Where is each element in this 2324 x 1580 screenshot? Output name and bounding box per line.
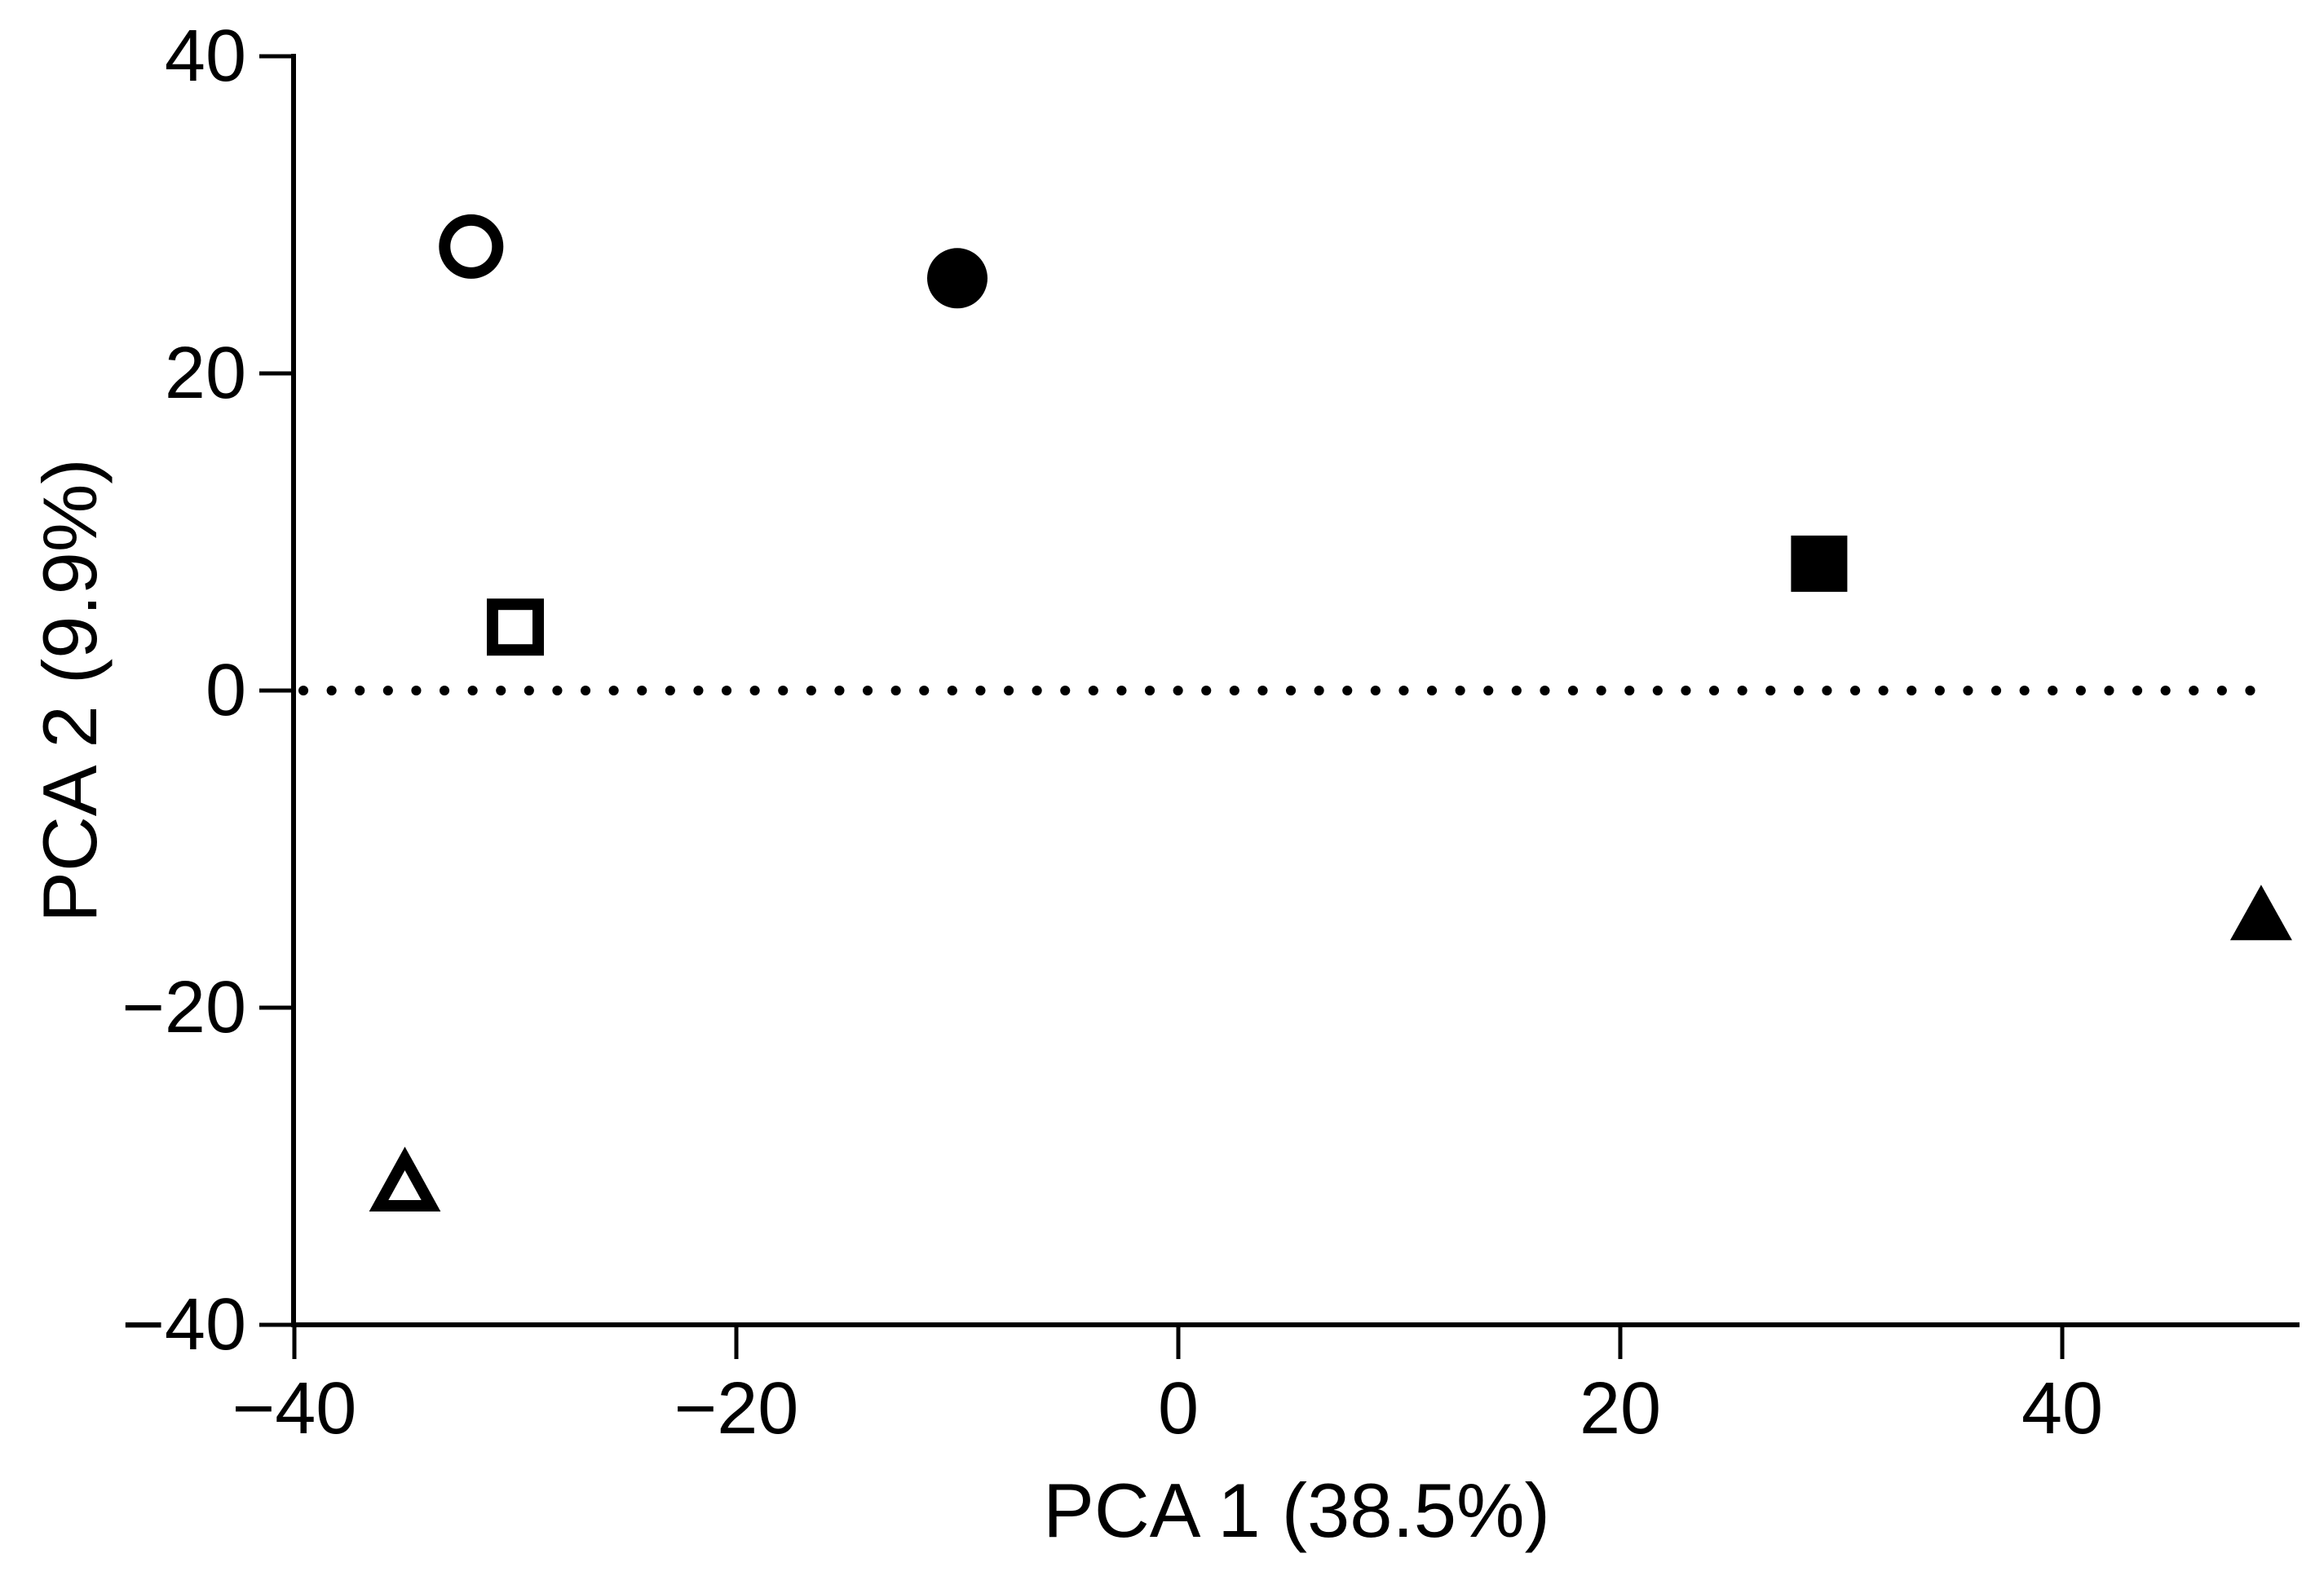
open-circle-marker: [439, 214, 504, 279]
y-tick-label-20: 20: [164, 333, 246, 414]
open-triangle-marker: [369, 1146, 441, 1211]
filled-triangle-marker: [2229, 885, 2292, 941]
y-tick-label-−40: −40: [122, 1284, 246, 1366]
filled-square-marker: [1791, 535, 1848, 592]
y-axis-title: PCA 2 (9.9%): [27, 458, 113, 923]
x-tick-label-−20: −20: [674, 1368, 799, 1450]
y-tick-label-40: 40: [164, 15, 246, 97]
x-tick-label-20: 20: [1579, 1368, 1662, 1450]
x-axis-title: PCA 1 (38.5%): [1043, 1467, 1550, 1553]
filled-circle-marker: [927, 248, 987, 309]
x-tick-label-0: 0: [1157, 1368, 1200, 1450]
x-tick-label-40: 40: [2021, 1368, 2104, 1450]
y-tick-label-0: 0: [205, 650, 246, 731]
y-tick-label-−20: −20: [122, 967, 246, 1048]
open-square-marker: [487, 598, 544, 656]
x-tick-label-−40: −40: [232, 1368, 357, 1450]
